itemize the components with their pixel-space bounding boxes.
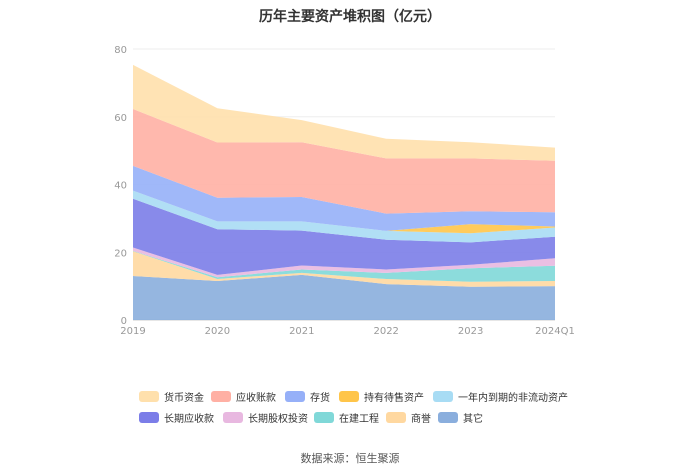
legend-swatch: [314, 411, 334, 423]
y-tick-label: 20: [114, 248, 127, 259]
legend-swatch: [386, 411, 406, 423]
legend-item[interactable]: 存货: [285, 388, 330, 404]
x-tick-label: 2021: [289, 326, 314, 337]
legend-swatch: [223, 411, 243, 423]
legend-item[interactable]: 一年内到期的非流动资产: [433, 388, 568, 404]
series-area-4: [133, 198, 555, 275]
series-area-8: [133, 109, 555, 214]
legend-label: 长期应收款: [164, 413, 214, 425]
legend-item[interactable]: 货币资金: [139, 388, 204, 404]
x-tick-label: 2024Q1: [535, 326, 575, 337]
legend-label: 长期股权投资: [248, 413, 308, 425]
legend-label: 一年内到期的非流动资产: [458, 392, 568, 404]
legend-label: 应收账款: [236, 392, 276, 404]
y-tick-label: 40: [114, 181, 127, 192]
legend-swatch: [139, 411, 159, 423]
y-tick-label: 0: [121, 316, 127, 327]
legend-item[interactable]: 商誉: [386, 409, 431, 425]
x-tick-label: 2023: [458, 326, 483, 337]
legend-label: 存货: [310, 392, 330, 404]
y-tick-label: 60: [114, 113, 127, 124]
series-area-6: [133, 190, 555, 234]
x-tick-label: 2020: [205, 326, 230, 337]
legend-label: 商誉: [411, 413, 431, 425]
series-area-1: [133, 251, 555, 287]
series-area-5: [133, 190, 555, 243]
legend-item[interactable]: 其它: [438, 409, 483, 425]
legend-label: 在建工程: [339, 413, 379, 425]
legend-item[interactable]: 长期应收款: [139, 409, 214, 425]
legend-item[interactable]: 应收账款: [211, 388, 276, 404]
data-source: 数据来源：恒生聚源: [300, 452, 400, 465]
x-tick-label: 2019: [120, 326, 145, 337]
series-area-7: [133, 165, 555, 231]
legend-swatch: [339, 390, 359, 402]
legend-item[interactable]: 持有待售资产: [339, 388, 424, 404]
x-tick-label: 2022: [373, 326, 398, 337]
legend-swatch: [285, 390, 305, 402]
legend-label: 其它: [463, 413, 483, 425]
stacked-area-chart: 0 20 40 60 80 2019 2020 2021 2022 2023 2024Q1: [114, 45, 575, 337]
series-area-9: [133, 64, 555, 161]
chart-title: 历年主要资产堆积图（亿元）: [259, 9, 441, 25]
series-area-0: [133, 274, 555, 320]
y-tick-label: 80: [114, 45, 127, 56]
legend-swatch: [438, 411, 458, 423]
legend-swatch: [211, 390, 231, 402]
legend-item[interactable]: 在建工程: [314, 409, 379, 425]
legend-label: 货币资金: [164, 392, 204, 404]
legend-swatch: [433, 390, 453, 402]
series-area-2: [133, 250, 555, 282]
legend-label: 持有待售资产: [364, 392, 424, 404]
legend-item[interactable]: 长期股权投资: [223, 409, 308, 425]
legend-swatch: [139, 390, 159, 402]
